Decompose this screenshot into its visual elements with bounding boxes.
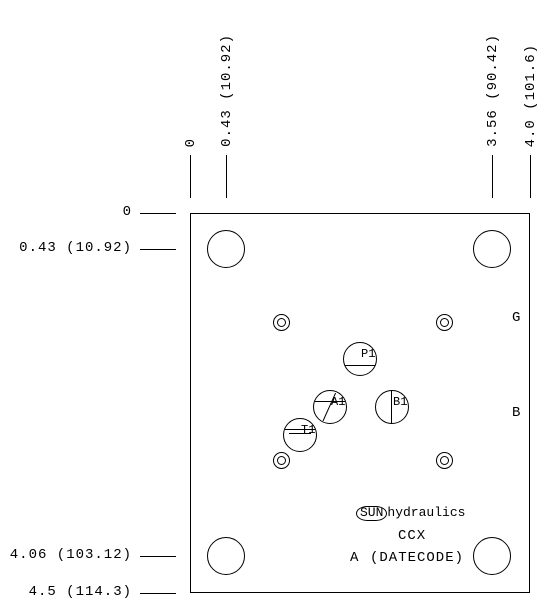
side-label: G [512,310,521,326]
bottom-prefix: A [350,550,359,566]
left-dimension-label: 0.43 (10.92) [0,240,132,256]
top-dimension-label: 0.43 (10.92) [219,34,235,147]
port-label: T1 [301,423,315,437]
top-tick [226,155,227,198]
top-dimension-label: 0 [183,138,199,147]
left-tick [140,593,176,594]
left-tick [140,556,176,557]
small-hole [273,314,290,331]
port-label: A1 [331,395,345,409]
port-chord [345,365,375,366]
corner-hole [473,230,511,268]
port-label: P1 [361,347,375,361]
corner-hole [473,537,511,575]
corner-hole [207,230,245,268]
plate-outline [190,213,530,593]
top-tick [530,155,531,198]
side-label: B [512,405,521,421]
top-dimension-label: 4.0 (101.6) [523,44,539,147]
top-dimension-label: 3.56 (90.42) [485,34,501,147]
bottom-text: CCX [398,528,426,544]
port-label: B1 [393,395,407,409]
left-tick [140,249,176,250]
small-hole [436,314,453,331]
left-dimension-label: 4.06 (103.12) [0,547,132,563]
left-tick [140,213,176,214]
left-dimension-label: 0 [0,204,132,220]
small-hole [273,452,290,469]
small-hole [436,452,453,469]
logo-text: hydraulics [387,505,465,520]
sun-hydraulics-logo: SUNhydraulics [356,505,465,521]
port-vline [391,390,392,424]
logo-sun: SUN [356,506,387,521]
bottom-text: (DATECODE) [370,550,464,566]
corner-hole [207,537,245,575]
left-dimension-label: 4.5 (114.3) [0,584,132,600]
top-tick [492,155,493,198]
top-tick [190,155,191,198]
